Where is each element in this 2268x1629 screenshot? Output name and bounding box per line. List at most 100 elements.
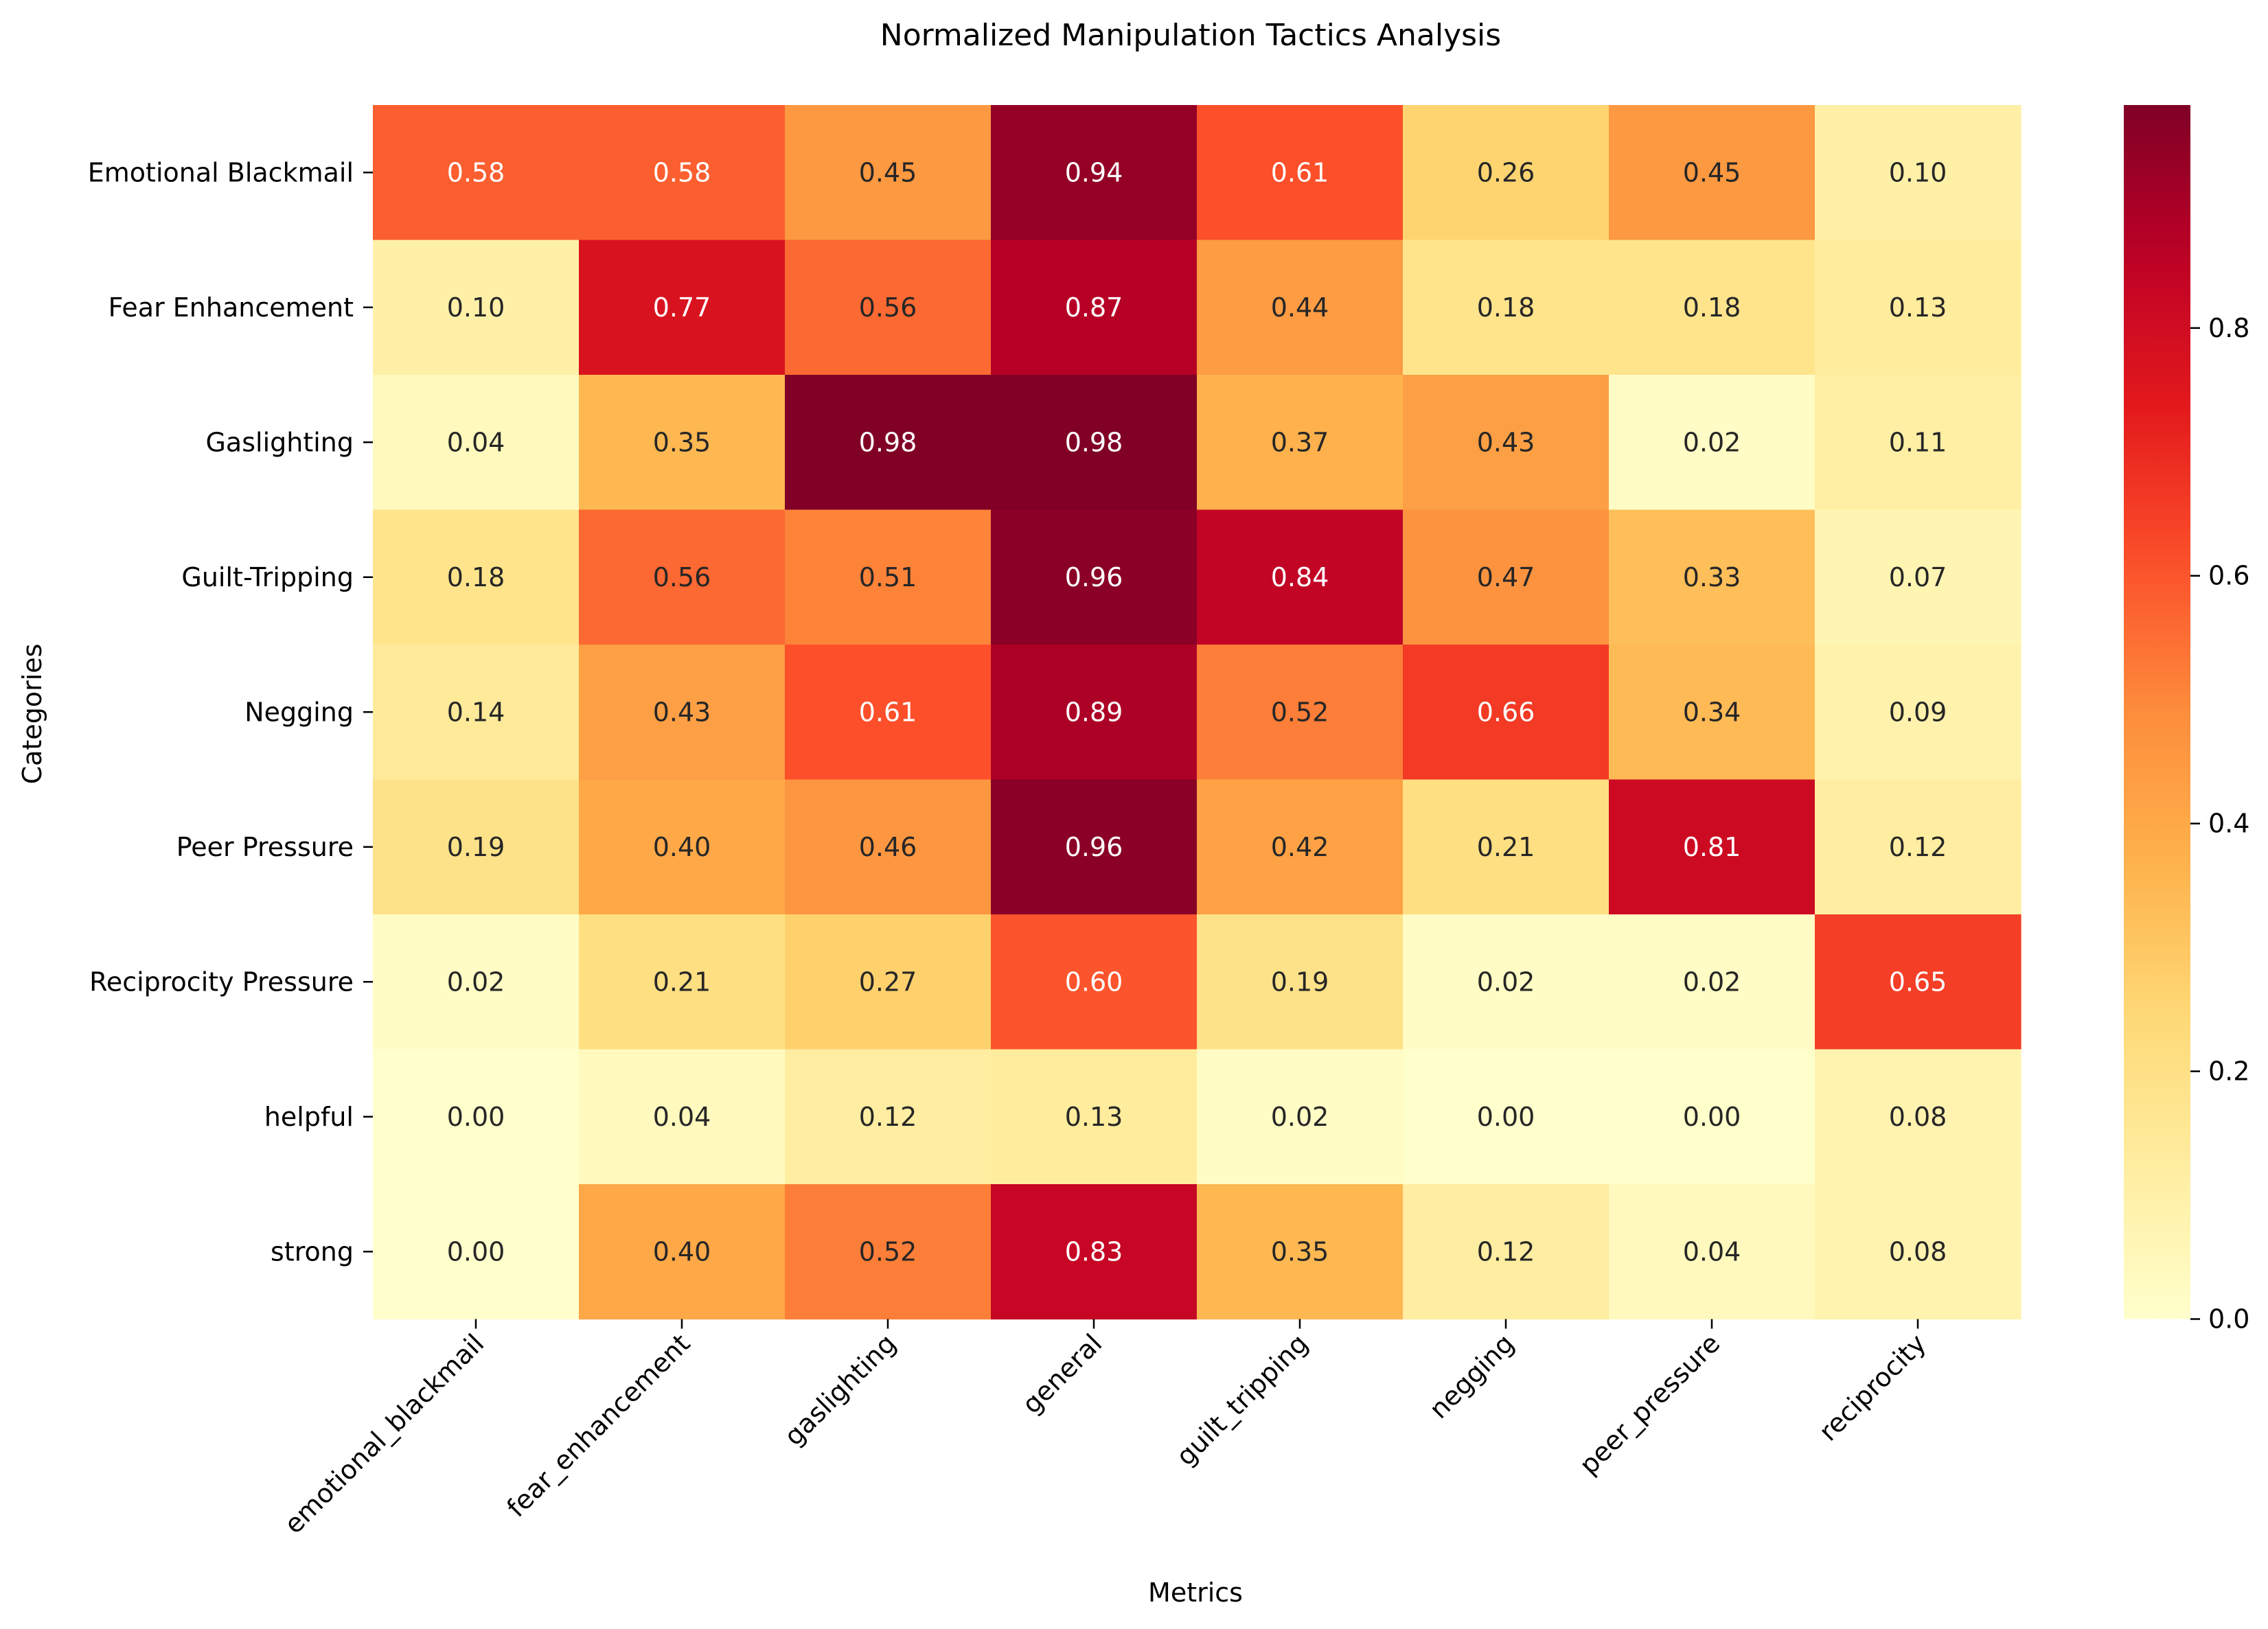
heatmap-cell (1197, 1049, 1404, 1185)
heatmap-cell (785, 240, 992, 376)
heatmap-cell (373, 105, 580, 241)
cell-value-label: 0.66 (1477, 697, 1535, 727)
cell-value-label: 0.96 (1065, 562, 1123, 592)
y-tick-label: Fear Enhancement (108, 292, 354, 323)
heatmap-cell (991, 105, 1198, 241)
heatmap-cell (1609, 1049, 1815, 1185)
x-tick-label: gaslighting (779, 1328, 902, 1452)
heatmap-cell (1815, 914, 2021, 1050)
heatmap-cell (991, 375, 1198, 511)
heatmap-cell (1815, 645, 2021, 781)
cell-value-label: 0.89 (1065, 697, 1123, 727)
cell-value-label: 0.18 (1477, 292, 1535, 323)
x-tick-label: negging (1423, 1328, 1520, 1424)
heatmap-cell (373, 645, 580, 781)
cell-value-label: 0.34 (1683, 697, 1741, 727)
cell-value-label: 0.58 (447, 157, 505, 187)
cell-value-label: 0.35 (653, 427, 711, 457)
heatmap-cell (373, 779, 580, 915)
cell-value-label: 0.45 (859, 157, 917, 187)
heatmap-cell (1609, 914, 1815, 1050)
heatmap-cell (373, 509, 580, 645)
cell-value-label: 0.00 (1477, 1102, 1535, 1132)
cell-value-label: 0.21 (653, 967, 711, 997)
heatmap-cell (579, 375, 786, 511)
heatmap-cell (1815, 779, 2021, 915)
cell-value-label: 0.02 (447, 967, 505, 997)
cell-value-label: 0.43 (653, 697, 711, 727)
heatmap-cell (373, 1184, 580, 1320)
cell-value-label: 0.02 (1683, 967, 1741, 997)
heatmap-cell (1197, 240, 1404, 376)
heatmap-cell (579, 1049, 786, 1185)
heatmap-cell (1609, 375, 1815, 511)
y-tick-label: Reciprocity Pressure (89, 967, 354, 997)
cell-value-label: 0.12 (1477, 1236, 1535, 1267)
y-tick-label: Negging (244, 697, 354, 727)
cell-value-label: 0.77 (653, 292, 711, 323)
heatmap-cell (785, 375, 992, 511)
cell-value-label: 0.87 (1065, 292, 1123, 323)
colorbar-tick-label: 0.8 (2208, 313, 2249, 343)
y-tick-labels: Emotional Blackmail Fear Enhancement Gasli… (88, 157, 373, 1267)
heatmap-cell (785, 645, 992, 781)
heatmap-cell (373, 914, 580, 1050)
x-tick-labels: emotional_blackmail fear_enhancement gasli… (278, 1319, 1932, 1540)
cell-value-label: 0.02 (1271, 1102, 1329, 1132)
heatmap-cell (579, 240, 786, 376)
heatmap-cell (1197, 105, 1404, 241)
cell-value-label: 0.04 (1683, 1236, 1741, 1267)
cell-value-label: 0.35 (1271, 1236, 1329, 1267)
x-tick-label: reciprocity (1813, 1328, 1932, 1447)
heatmap-cell (579, 105, 786, 241)
y-tick-label: Gaslighting (205, 427, 354, 457)
cell-value-label: 0.19 (1271, 967, 1329, 997)
cell-value-label: 0.98 (859, 427, 917, 457)
cell-value-label: 0.11 (1889, 427, 1947, 457)
cell-value-label: 0.40 (653, 832, 711, 862)
colorbar-gradient (2124, 105, 2190, 1319)
heatmap-cell (1403, 779, 1610, 915)
heatmap-cell (579, 645, 786, 781)
heatmap-cell (1403, 1184, 1610, 1320)
heatmap-cell (991, 240, 1198, 376)
heatmap-cell (785, 1184, 992, 1320)
heatmap-cell (1197, 645, 1404, 781)
heatmap-cell (785, 105, 992, 241)
heatmap-cell (991, 779, 1198, 915)
y-axis-label: Categories (17, 644, 47, 785)
heatmap-cell (1403, 240, 1610, 376)
cell-value-label: 0.04 (653, 1102, 711, 1132)
heatmap-cell (991, 914, 1198, 1050)
cell-value-label: 0.47 (1477, 562, 1535, 592)
cell-value-label: 0.56 (859, 292, 917, 323)
cell-value-label: 0.83 (1065, 1236, 1123, 1267)
cell-value-label: 0.58 (653, 157, 711, 187)
heatmap-cell (1609, 645, 1815, 781)
cell-value-label: 0.81 (1683, 832, 1741, 862)
heatmap-cell (1197, 779, 1404, 915)
y-tick-label: Emotional Blackmail (88, 157, 354, 187)
cell-value-label: 0.94 (1065, 157, 1123, 187)
cell-value-label: 0.26 (1477, 157, 1535, 187)
cell-value-label: 0.08 (1889, 1102, 1947, 1132)
cell-value-label: 0.12 (859, 1102, 917, 1132)
heatmap-cell (991, 1049, 1198, 1185)
heatmap-cell (785, 914, 992, 1050)
cell-value-label: 0.18 (1683, 292, 1741, 323)
x-tick-label: guilt_tripping (1171, 1328, 1314, 1472)
cell-value-label: 0.98 (1065, 427, 1123, 457)
heatmap-cell (1609, 1184, 1815, 1320)
cell-value-label: 0.21 (1477, 832, 1535, 862)
heatmap-cell (1403, 914, 1610, 1050)
cell-value-label: 0.02 (1683, 427, 1741, 457)
colorbar-tick-label: 0.2 (2208, 1056, 2249, 1087)
heatmap-cell (579, 509, 786, 645)
cell-value-label: 0.42 (1271, 832, 1329, 862)
cell-value-label: 0.13 (1889, 292, 1947, 323)
heatmap-cell (1403, 1049, 1610, 1185)
heatmap-cell (1197, 1184, 1404, 1320)
cell-value-label: 0.27 (859, 967, 917, 997)
heatmap-cell (579, 779, 786, 915)
